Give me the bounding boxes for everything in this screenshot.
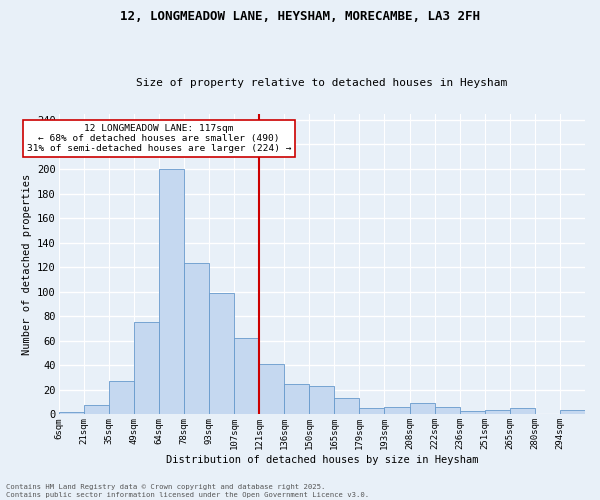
Title: Size of property relative to detached houses in Heysham: Size of property relative to detached ho…: [136, 78, 508, 88]
Text: 12 LONGMEADOW LANE: 117sqm
← 68% of detached houses are smaller (490)
31% of sem: 12 LONGMEADOW LANE: 117sqm ← 68% of deta…: [26, 124, 291, 154]
X-axis label: Distribution of detached houses by size in Heysham: Distribution of detached houses by size …: [166, 455, 478, 465]
Bar: [84, 404, 109, 414]
Bar: [234, 338, 259, 414]
Bar: [109, 382, 134, 414]
Bar: [284, 384, 310, 414]
Bar: [159, 169, 184, 414]
Y-axis label: Number of detached properties: Number of detached properties: [22, 174, 32, 354]
Bar: [59, 412, 84, 414]
Bar: [184, 264, 209, 414]
Bar: [410, 404, 434, 414]
Bar: [310, 386, 334, 414]
Bar: [134, 322, 159, 414]
Bar: [385, 407, 410, 414]
Bar: [359, 408, 385, 414]
Text: 12, LONGMEADOW LANE, HEYSHAM, MORECAMBE, LA3 2FH: 12, LONGMEADOW LANE, HEYSHAM, MORECAMBE,…: [120, 10, 480, 23]
Bar: [485, 410, 510, 414]
Bar: [434, 407, 460, 414]
Bar: [460, 410, 485, 414]
Bar: [259, 364, 284, 414]
Text: Contains HM Land Registry data © Crown copyright and database right 2025.
Contai: Contains HM Land Registry data © Crown c…: [6, 484, 369, 498]
Bar: [209, 293, 234, 414]
Bar: [510, 408, 535, 414]
Bar: [560, 410, 585, 414]
Bar: [334, 398, 359, 414]
